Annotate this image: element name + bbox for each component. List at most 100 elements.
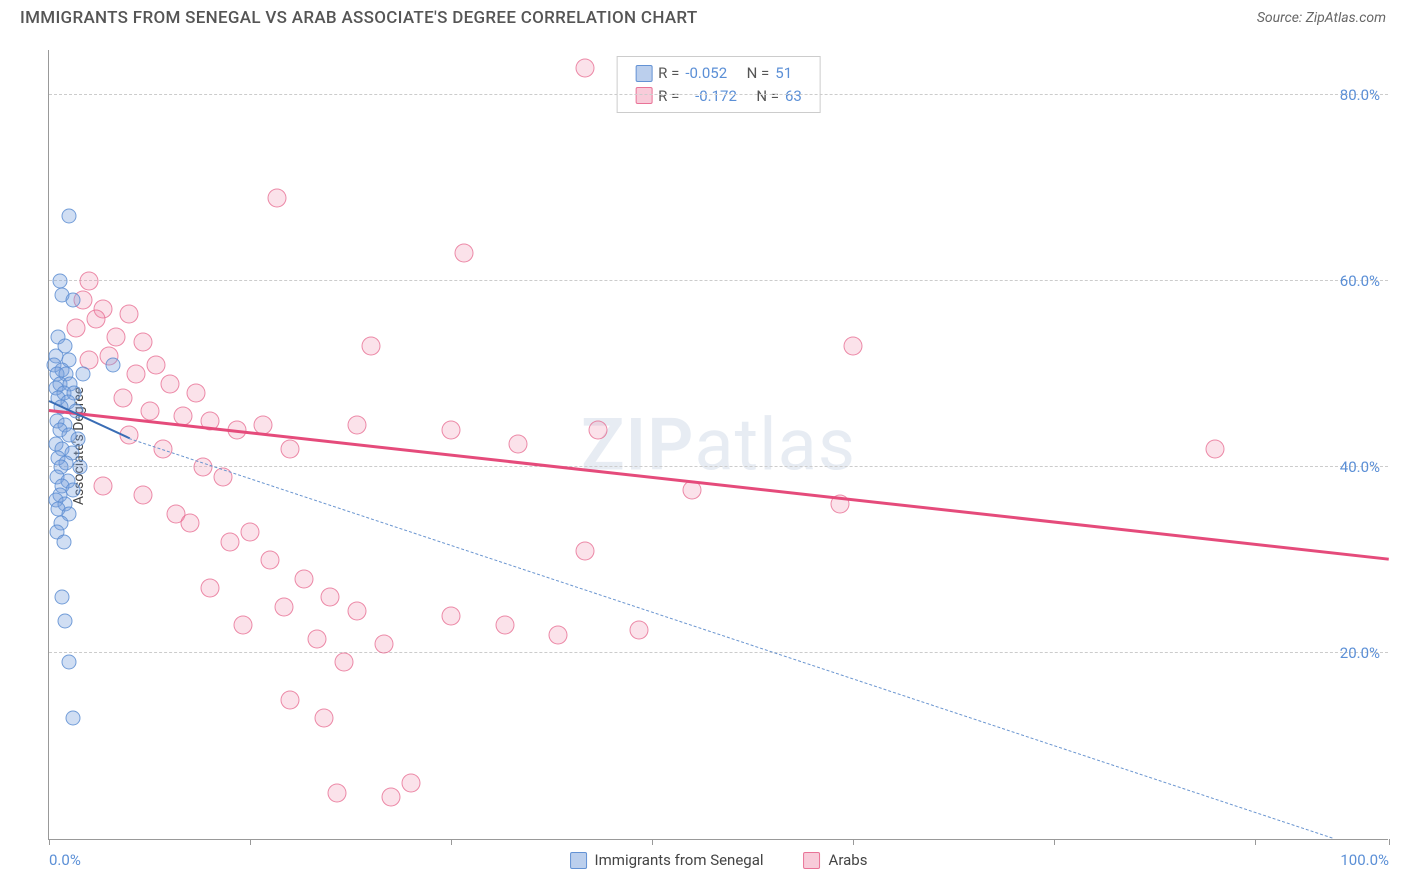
x-tick [451,839,452,845]
scatter-point [55,590,70,605]
scatter-point [267,188,286,207]
scatter-point [401,774,420,793]
scatter-point [509,435,528,454]
scatter-point [361,337,380,356]
scatter-point [442,606,461,625]
x-tick [250,839,251,845]
legend-swatch-blue [635,65,652,82]
x-tick-label: 0.0% [49,851,81,869]
scatter-point [120,304,139,323]
scatter-point [442,421,461,440]
legend-stats-row: R = -0.052 N = 51 [635,62,802,85]
n-value: 63 [785,85,802,108]
scatter-point [294,569,313,588]
watermark-light: atlas [694,402,856,487]
scatter-point [62,209,77,224]
x-tick [853,839,854,845]
scatter-point [187,383,206,402]
scatter-point [261,551,280,570]
scatter-point [576,58,595,77]
gridline [49,466,1388,467]
scatter-point [93,476,112,495]
scatter-point [58,613,73,628]
n-label: N = [756,85,779,108]
gridline [49,652,1388,653]
scatter-point [66,292,81,307]
scatter-point [147,356,166,375]
scatter-point [321,588,340,607]
scatter-point [589,421,608,440]
scatter-point [241,523,260,542]
legend-label: Arabs [829,851,868,869]
scatter-point [234,616,253,635]
scatter-point [80,272,99,291]
scatter-point [495,616,514,635]
scatter-point [106,358,121,373]
y-tick-label: 80.0% [1340,86,1380,104]
scatter-point [140,402,159,421]
scatter-point [274,597,293,616]
n-label: N = [747,62,770,85]
scatter-point [107,328,126,347]
scatter-point [133,332,152,351]
x-tick [652,839,653,845]
x-tick [49,839,50,845]
scatter-point [66,483,81,498]
r-label: R = [658,85,679,108]
scatter-point [348,416,367,435]
legend-swatch [804,852,821,869]
scatter-point [180,514,199,533]
legend-series: Immigrants from Senegal Arabs [570,851,868,869]
legend-swatch-pink [635,87,652,104]
scatter-point [72,460,87,475]
scatter-point [314,709,333,728]
scatter-point [113,388,132,407]
scatter-point [62,655,77,670]
legend-item: Arabs [804,851,868,869]
scatter-point [52,274,67,289]
scatter-point [71,432,86,447]
chart-title: IMMIGRANTS FROM SENEGAL VS ARAB ASSOCIAT… [20,8,698,28]
scatter-point [348,602,367,621]
scatter-point [281,690,300,709]
gridline [49,94,1388,95]
scatter-point [375,634,394,653]
scatter-point [576,541,595,560]
scatter-point [86,309,105,328]
r-value: -0.172 [695,85,737,108]
y-tick-label: 60.0% [1340,272,1380,290]
legend-swatch [570,852,587,869]
r-value: -0.052 [685,62,727,85]
scatter-point [66,318,85,337]
scatter-point [200,579,219,598]
x-tick [1389,839,1390,845]
scatter-point [220,532,239,551]
legend-stats: R = -0.052 N = 51 R = -0.172 N = 63 [616,56,821,113]
chart-source: Source: ZipAtlas.com [1257,10,1386,26]
scatter-point [629,620,648,639]
scatter-point [160,374,179,393]
gridline [49,280,1388,281]
y-tick-label: 40.0% [1340,458,1380,476]
scatter-point [133,486,152,505]
scatter-point [66,711,81,726]
scatter-point [381,788,400,807]
x-tick [1054,839,1055,845]
r-label: R = [658,62,679,85]
scatter-point [844,337,863,356]
legend-stats-row: R = -0.172 N = 63 [635,85,802,108]
scatter-point [549,625,568,644]
scatter-point [56,534,71,549]
x-tick [1255,839,1256,845]
scatter-point [308,630,327,649]
scatter-point [683,481,702,500]
n-value: 51 [775,62,792,85]
scatter-point [328,783,347,802]
scatter-point [455,244,474,263]
scatter-point [1205,439,1224,458]
chart-header: IMMIGRANTS FROM SENEGAL VS ARAB ASSOCIAT… [0,0,1406,32]
legend-item: Immigrants from Senegal [570,851,764,869]
scatter-point [334,653,353,672]
scatter-point [127,365,146,384]
legend-label: Immigrants from Senegal [595,851,764,869]
